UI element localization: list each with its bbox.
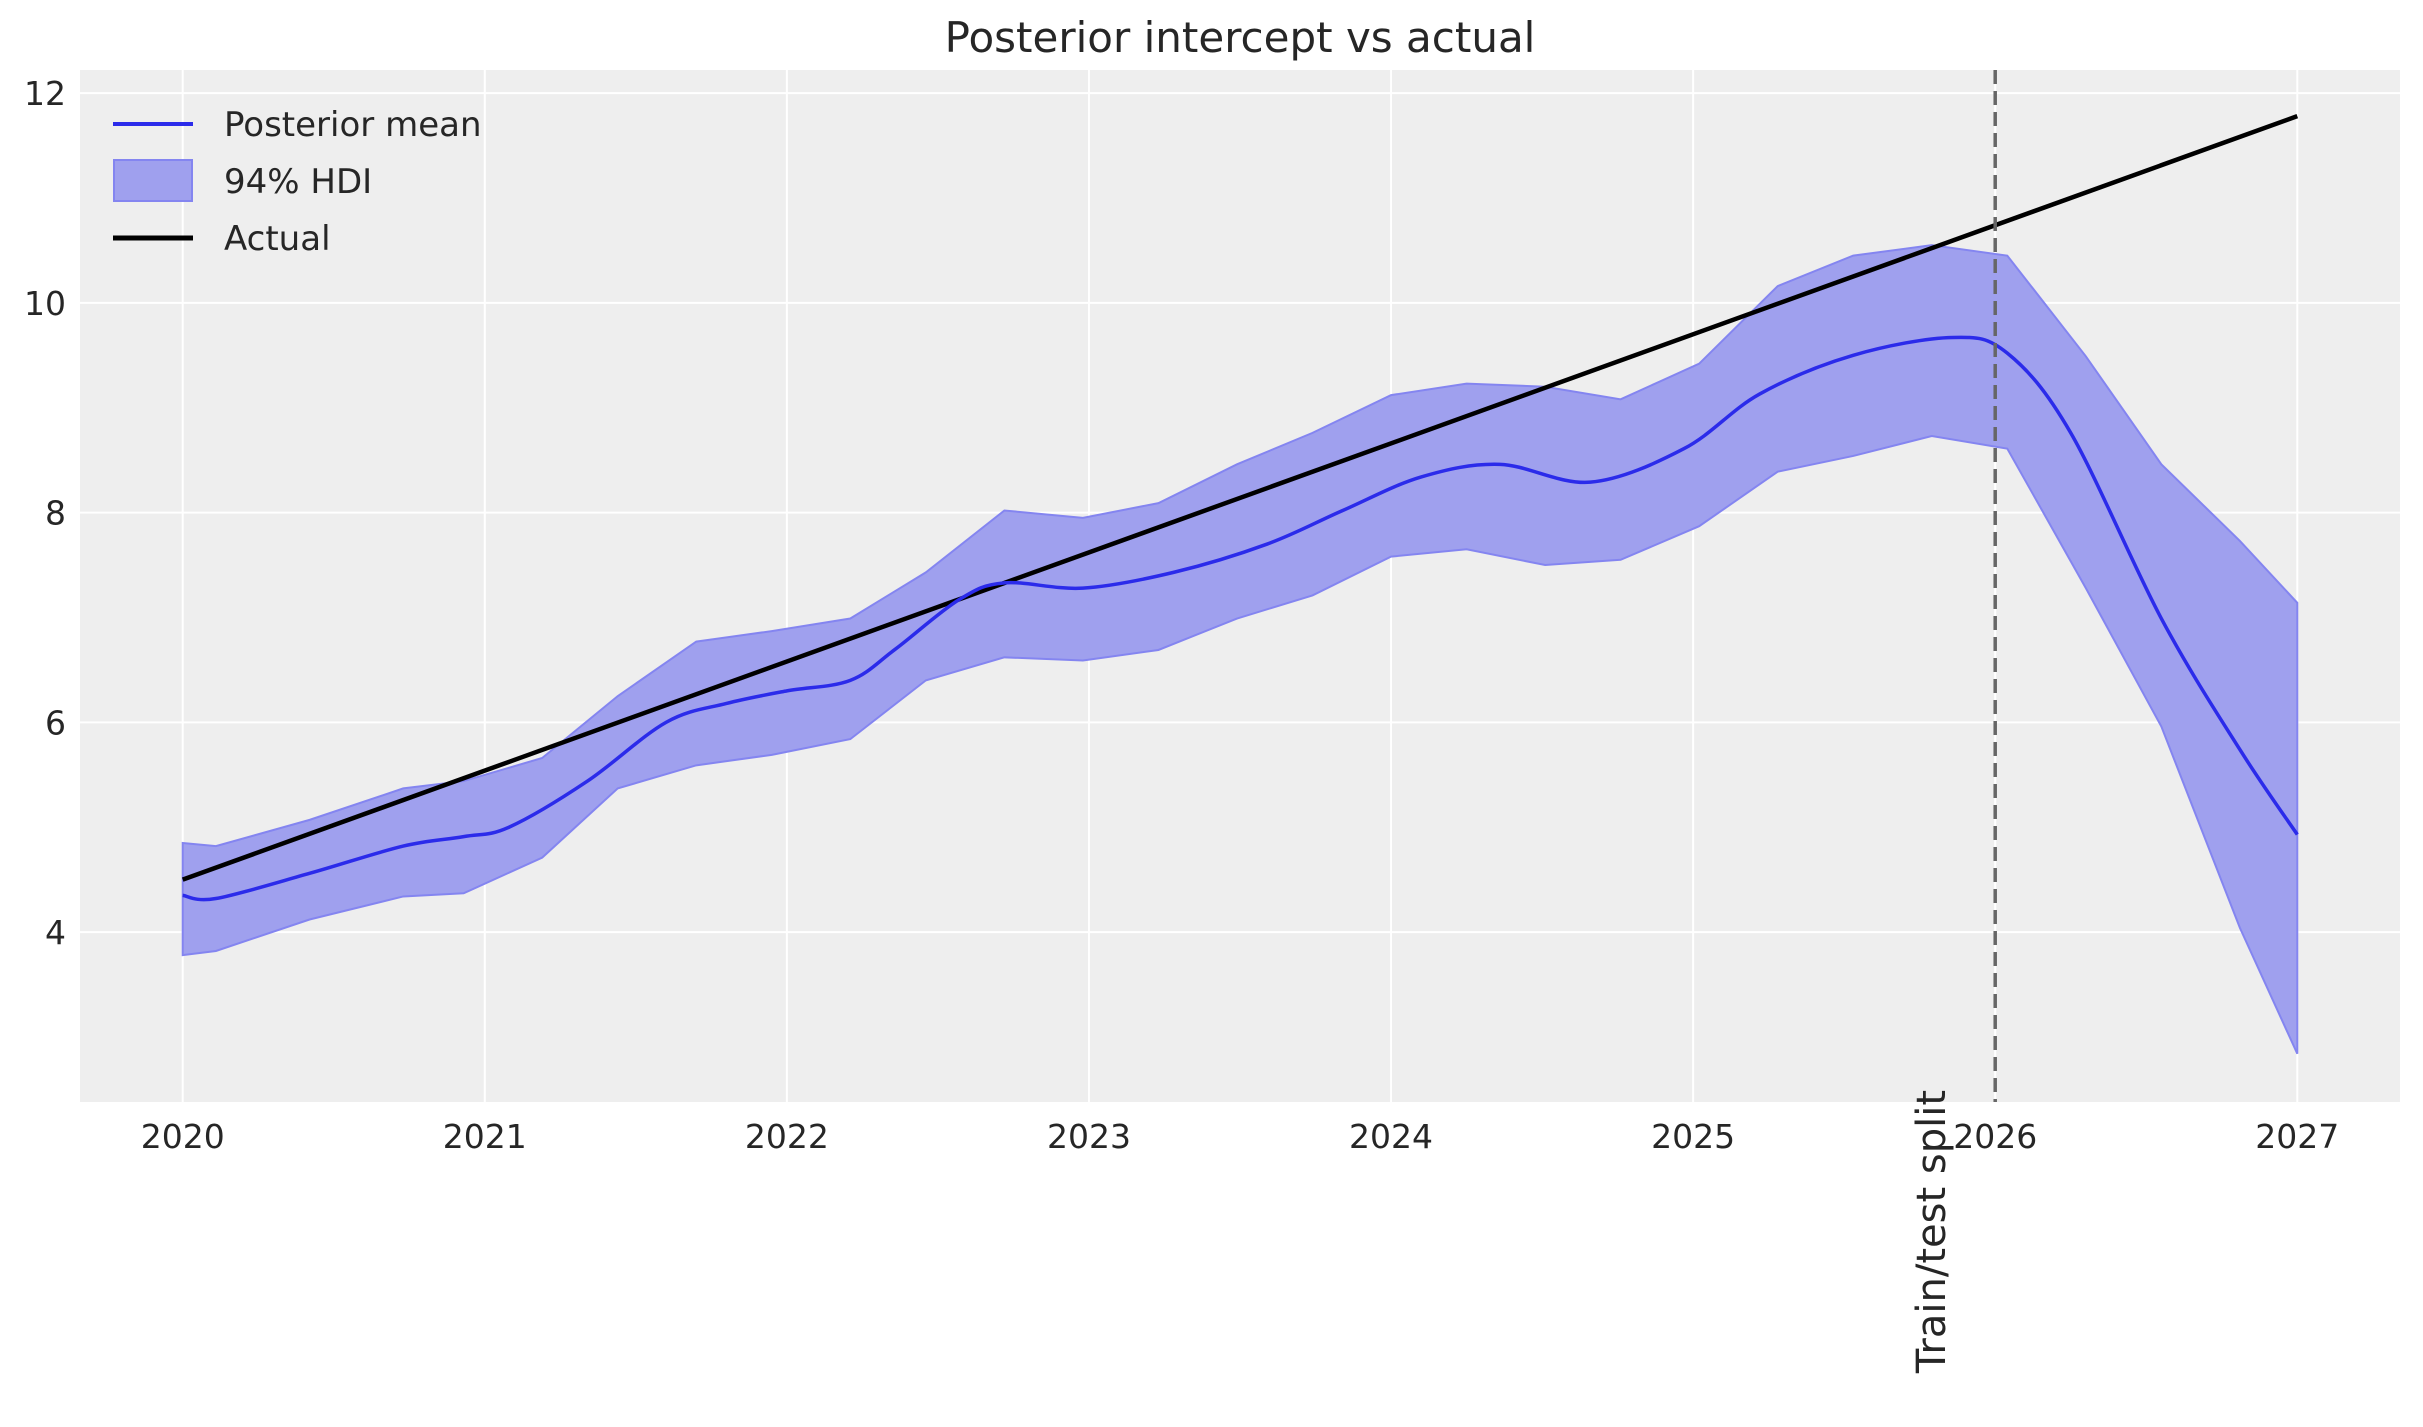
y-tick-label: 4 (45, 913, 66, 952)
train-test-split-label: Train/test split (1909, 1090, 1955, 1374)
chart-title: Posterior intercept vs actual (945, 13, 1536, 62)
posterior-mean-line (182, 335, 2299, 902)
marks: Train/test split (181, 70, 2299, 1374)
x-tick-label: 2026 (1953, 1117, 2037, 1156)
y-tick-label: 12 (24, 74, 66, 113)
x-tick-label: 2020 (141, 1117, 225, 1156)
x-tick-label: 2023 (1047, 1117, 1131, 1156)
x-tick-label: 2025 (1651, 1117, 1735, 1156)
y-tick-label: 8 (45, 494, 66, 533)
y-tick-label: 10 (24, 284, 66, 323)
legend-swatch-hdi (113, 159, 193, 202)
x-tick-label: 2021 (443, 1117, 527, 1156)
y-tick-label: 6 (45, 703, 66, 742)
legend: Posterior mean 94% HDI Actual (113, 105, 482, 259)
legend-label: 94% HDI (224, 162, 372, 202)
x-tick-label: 2022 (745, 1117, 829, 1156)
x-tick-label: 2027 (2255, 1117, 2339, 1156)
hdi-band (181, 244, 2299, 1055)
actual-line (181, 114, 2299, 882)
tick-labels: 2020 2021 2022 2023 2024 2025 2026 2027 4 6 8 10 12 (24, 74, 2339, 1156)
legend-label: Posterior mean (224, 105, 482, 145)
x-tick-label: 2024 (1349, 1117, 1433, 1156)
legend-label: Actual (224, 219, 331, 259)
